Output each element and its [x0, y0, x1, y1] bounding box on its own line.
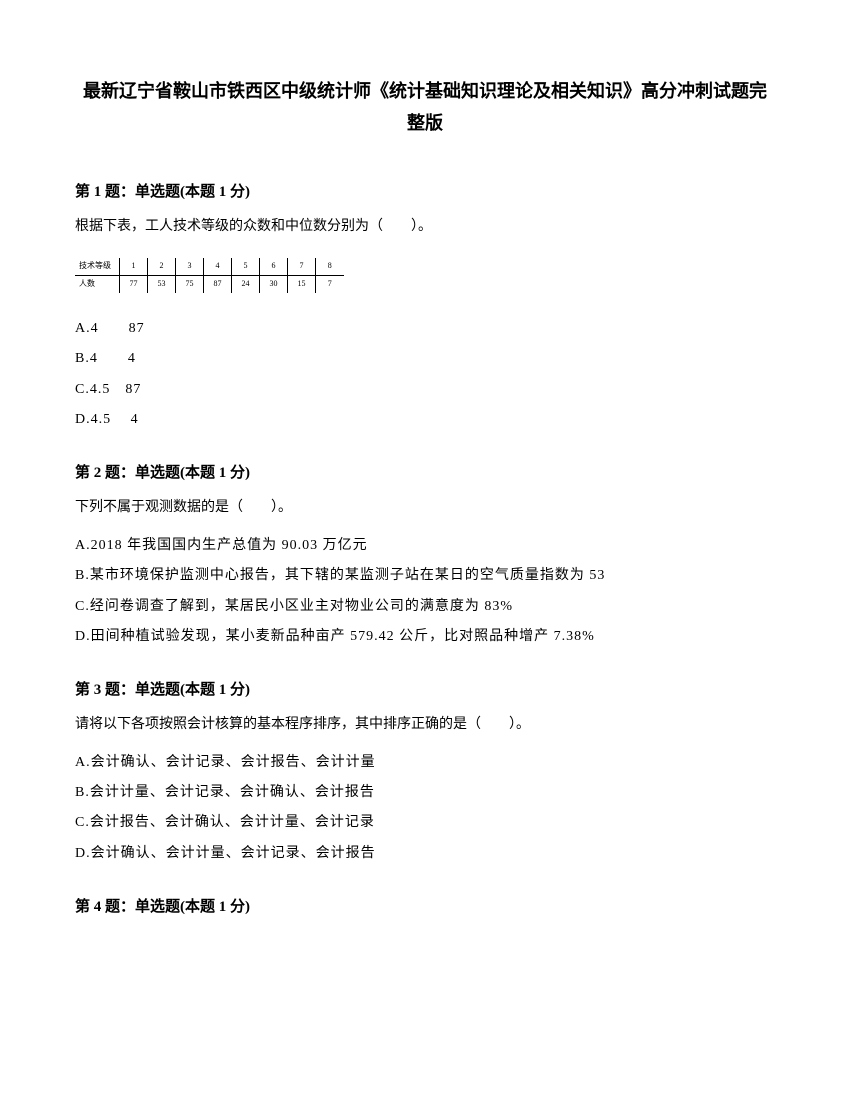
table-cell: 87 [204, 275, 232, 292]
table-row: 人数 77 53 75 87 24 30 15 7 [75, 275, 344, 292]
table-cell: 8 [316, 258, 344, 275]
table-cell: 75 [176, 275, 204, 292]
table-cell: 24 [232, 275, 260, 292]
q1-data-table: 技术等级 1 2 3 4 5 6 7 8 人数 77 53 75 87 24 3… [75, 258, 344, 293]
option-b: B.某市环境保护监测中心报告，其下辖的某监测子站在某日的空气质量指数为 53 [75, 565, 775, 587]
table-cell: 30 [260, 275, 288, 292]
option-b: B.4 4 [75, 348, 775, 370]
q1-options: A.4 87 B.4 4 C.4.5 87 D.4.5 4 [75, 318, 775, 432]
q4-header: 第 4 题：单选题(本题 1 分) [75, 895, 775, 919]
table-cell: 5 [232, 258, 260, 275]
option-a: A.会计确认、会计记录、会计报告、会计计量 [75, 752, 775, 774]
table-cell: 3 [176, 258, 204, 275]
option-c: C.经问卷调查了解到，某居民小区业主对物业公司的满意度为 83% [75, 596, 775, 618]
question-1: 第 1 题：单选题(本题 1 分) 根据下表，工人技术等级的众数和中位数分别为（… [75, 180, 775, 432]
option-d: D.4.5 4 [75, 409, 775, 431]
document-title: 最新辽宁省鞍山市铁西区中级统计师《统计基础知识理论及相关知识》高分冲刺试题完整版 [75, 75, 775, 140]
question-2: 第 2 题：单选题(本题 1 分) 下列不属于观测数据的是（ ）。 A.2018… [75, 461, 775, 648]
q1-text: 根据下表，工人技术等级的众数和中位数分别为（ ）。 [75, 216, 775, 238]
table-cell: 2 [148, 258, 176, 275]
q3-options: A.会计确认、会计记录、会计报告、会计计量 B.会计计量、会计记录、会计确认、会… [75, 752, 775, 866]
table-cell: 53 [148, 275, 176, 292]
option-c: C.会计报告、会计确认、会计计量、会计记录 [75, 812, 775, 834]
q2-options: A.2018 年我国国内生产总值为 90.03 万亿元 B.某市环境保护监测中心… [75, 535, 775, 649]
table-cell: 7 [316, 275, 344, 292]
table-cell: 1 [120, 258, 148, 275]
q3-text: 请将以下各项按照会计核算的基本程序排序，其中排序正确的是（ ）。 [75, 714, 775, 736]
option-c: C.4.5 87 [75, 379, 775, 401]
table-cell: 6 [260, 258, 288, 275]
option-a: A.4 87 [75, 318, 775, 340]
table-cell: 4 [204, 258, 232, 275]
table-row: 技术等级 1 2 3 4 5 6 7 8 [75, 258, 344, 275]
option-a: A.2018 年我国国内生产总值为 90.03 万亿元 [75, 535, 775, 557]
table-cell: 77 [120, 275, 148, 292]
option-b: B.会计计量、会计记录、会计确认、会计报告 [75, 782, 775, 804]
q3-header: 第 3 题：单选题(本题 1 分) [75, 678, 775, 702]
q1-header: 第 1 题：单选题(本题 1 分) [75, 180, 775, 204]
table-cell: 人数 [75, 275, 120, 292]
q2-header: 第 2 题：单选题(本题 1 分) [75, 461, 775, 485]
q2-text: 下列不属于观测数据的是（ ）。 [75, 497, 775, 519]
question-4: 第 4 题：单选题(本题 1 分) [75, 895, 775, 919]
question-3: 第 3 题：单选题(本题 1 分) 请将以下各项按照会计核算的基本程序排序，其中… [75, 678, 775, 865]
table-cell: 技术等级 [75, 258, 120, 275]
table-cell: 7 [288, 258, 316, 275]
option-d: D.会计确认、会计计量、会计记录、会计报告 [75, 843, 775, 865]
option-d: D.田间种植试验发现，某小麦新品种亩产 579.42 公斤，比对照品种增产 7.… [75, 626, 775, 648]
table-cell: 15 [288, 275, 316, 292]
